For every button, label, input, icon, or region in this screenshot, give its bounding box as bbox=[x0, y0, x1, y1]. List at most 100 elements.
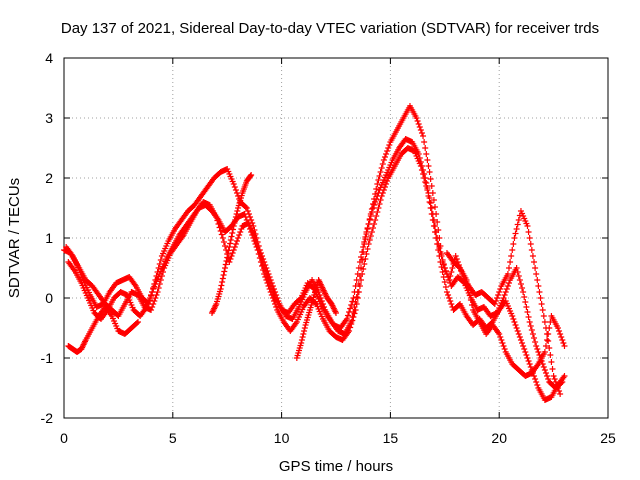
data-point bbox=[373, 196, 380, 202]
data-point bbox=[539, 307, 546, 313]
data-point bbox=[445, 274, 452, 280]
data-point bbox=[524, 355, 531, 361]
data-point bbox=[414, 118, 421, 124]
data-point bbox=[514, 328, 521, 334]
data-point bbox=[360, 266, 367, 272]
data-point bbox=[541, 319, 548, 325]
data-point bbox=[442, 284, 449, 290]
data-point bbox=[383, 181, 390, 187]
data-point bbox=[232, 214, 239, 220]
series-satellite-track-g bbox=[443, 250, 568, 379]
data-point bbox=[145, 298, 152, 304]
data-point bbox=[238, 226, 245, 232]
data-point bbox=[423, 180, 430, 186]
data-point bbox=[535, 283, 542, 289]
data-point bbox=[433, 229, 440, 235]
y-tick-label: 3 bbox=[45, 110, 53, 126]
data-point bbox=[217, 286, 224, 292]
data-point bbox=[428, 205, 435, 211]
data-point bbox=[256, 251, 263, 257]
data-point bbox=[362, 256, 369, 262]
data-point bbox=[151, 298, 158, 304]
data-point bbox=[540, 313, 547, 319]
data-point bbox=[376, 201, 383, 207]
data-point bbox=[222, 261, 229, 268]
data-point bbox=[149, 304, 156, 310]
data-point bbox=[514, 221, 521, 228]
data-point bbox=[361, 261, 368, 267]
data-point bbox=[516, 334, 523, 340]
data-point bbox=[386, 142, 393, 148]
data-point bbox=[508, 253, 515, 259]
data-point bbox=[372, 217, 379, 223]
data-point bbox=[242, 214, 249, 220]
x-tick-label: 10 bbox=[274, 430, 290, 446]
data-point bbox=[219, 279, 226, 285]
data-point bbox=[469, 302, 475, 308]
data-point bbox=[416, 124, 423, 130]
data-point bbox=[297, 296, 304, 302]
data-point bbox=[523, 304, 530, 310]
data-point bbox=[501, 346, 508, 352]
data-point bbox=[422, 145, 429, 151]
data-point bbox=[228, 233, 235, 240]
data-point bbox=[243, 205, 250, 211]
data-point bbox=[347, 324, 354, 331]
data-point bbox=[536, 289, 543, 295]
data-point bbox=[355, 265, 362, 271]
data-point bbox=[510, 316, 517, 322]
data-point bbox=[561, 373, 568, 379]
data-point bbox=[383, 151, 390, 157]
data-point bbox=[354, 271, 361, 277]
data-point bbox=[262, 268, 269, 274]
data-point bbox=[300, 331, 307, 337]
data-point bbox=[298, 340, 305, 346]
data-point bbox=[381, 154, 388, 160]
data-point bbox=[363, 251, 370, 257]
data-point bbox=[373, 186, 380, 192]
data-point bbox=[500, 295, 507, 301]
data-point bbox=[351, 310, 358, 317]
data-point bbox=[438, 253, 445, 259]
data-point bbox=[514, 269, 521, 275]
data-point bbox=[519, 285, 526, 291]
data-point bbox=[371, 202, 378, 208]
data-point bbox=[375, 190, 382, 196]
data-point bbox=[374, 181, 381, 187]
data-point bbox=[225, 247, 232, 254]
data-point bbox=[521, 294, 528, 300]
data-point bbox=[266, 280, 273, 286]
data-point bbox=[497, 286, 504, 292]
data-point bbox=[217, 228, 224, 234]
data-point bbox=[362, 234, 369, 240]
data-point bbox=[420, 133, 427, 139]
data-point bbox=[227, 256, 234, 262]
data-point bbox=[428, 183, 435, 189]
data-point bbox=[152, 295, 159, 301]
data-point bbox=[501, 292, 508, 298]
data-point bbox=[346, 328, 353, 334]
series-satellite-track-e bbox=[208, 172, 255, 316]
data-point bbox=[424, 157, 431, 163]
data-point bbox=[503, 286, 510, 292]
data-point bbox=[223, 258, 230, 264]
data-point bbox=[361, 239, 368, 245]
data-point bbox=[559, 337, 566, 343]
data-point bbox=[333, 310, 339, 316]
data-point bbox=[515, 331, 522, 337]
data-point bbox=[540, 364, 547, 370]
data-point bbox=[528, 327, 535, 333]
data-point bbox=[157, 257, 164, 263]
data-point bbox=[427, 176, 434, 182]
data-point bbox=[535, 349, 542, 355]
data-point bbox=[460, 279, 467, 285]
data-point bbox=[364, 246, 371, 252]
data-point bbox=[230, 247, 237, 253]
data-points bbox=[61, 103, 568, 403]
data-point bbox=[157, 277, 164, 283]
data-point bbox=[531, 259, 538, 265]
data-point bbox=[344, 312, 351, 319]
data-point bbox=[546, 345, 553, 351]
data-point bbox=[560, 340, 567, 346]
data-point bbox=[532, 376, 539, 382]
